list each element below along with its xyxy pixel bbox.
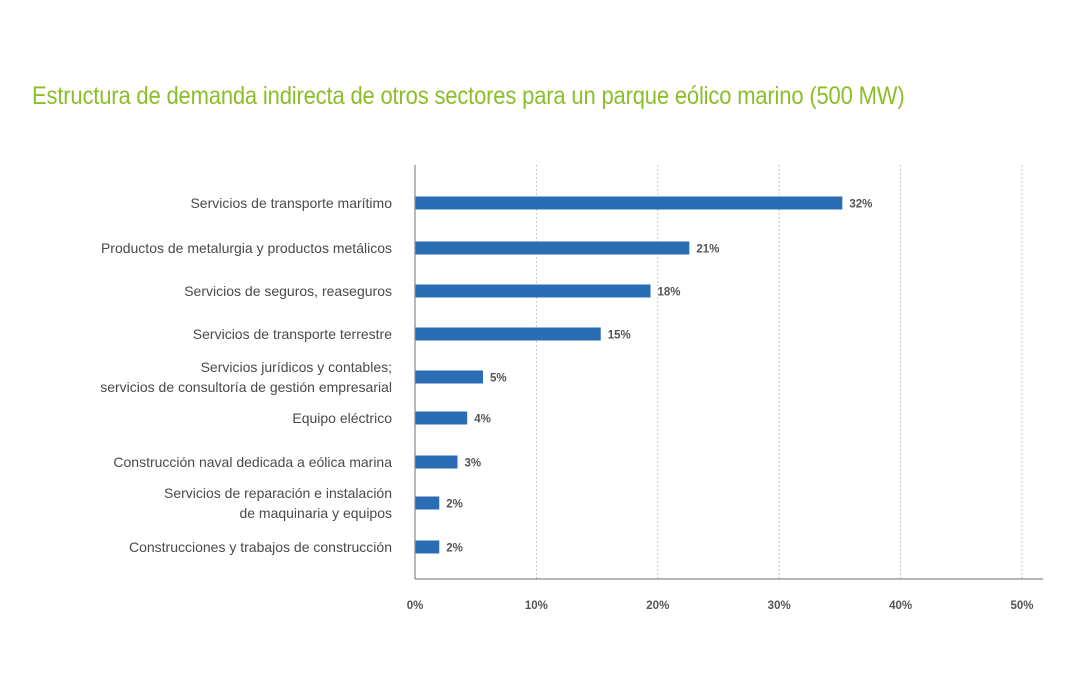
bar [415,196,843,210]
x-tick-label: 0% [407,600,424,612]
category-label: Servicios de transporte terrestre [193,326,392,342]
value-label: 5% [490,373,507,385]
category-label: Construcciones y trabajos de construcció… [129,539,392,555]
value-label: 15% [608,330,631,342]
value-label: 21% [696,244,719,256]
bar [415,540,440,554]
category-label: Servicios de seguros, reaseguros [184,283,392,299]
x-tick-label: 50% [1010,600,1033,612]
value-label: 2% [446,499,463,511]
bar [415,411,468,425]
value-label: 4% [474,414,491,426]
bar [415,370,483,384]
tick-labels: 0% 10% 20% 30% 40% 50% [407,600,1034,612]
x-tick-label: 30% [768,600,791,612]
chart-title: Estructura de demanda indirecta de otros… [32,82,905,110]
grid-lines [535,165,1023,579]
value-label: 2% [446,543,463,555]
category-label: Productos de metalurgia y productos metá… [101,240,392,256]
bar [415,284,651,298]
axes [414,165,1043,580]
bar [415,241,690,255]
category-label: Servicios de reparación e instalación de … [164,485,392,521]
x-tick-label: 10% [525,600,548,612]
category-label: Servicios de transporte marítimo [190,195,392,211]
x-tick-label: 40% [889,600,912,612]
bars [415,196,843,554]
bar [415,496,440,510]
category-label: Equipo eléctrico [292,410,392,426]
bar [415,455,458,469]
category-label: Construcción naval dedicada a eólica mar… [113,454,392,470]
category-label: Servicios jurídicos y contables; servicio… [100,359,392,395]
value-label: 32% [849,199,872,211]
value-label: 3% [464,458,481,470]
x-tick-label: 20% [646,600,669,612]
value-labels: 32% 21% 18% 15% 5% 4% 3% 2% 2% [446,199,872,555]
bar [415,327,601,341]
value-label: 18% [658,287,681,299]
category-labels: Servicios de transporte marítimo Producto… [100,195,392,555]
